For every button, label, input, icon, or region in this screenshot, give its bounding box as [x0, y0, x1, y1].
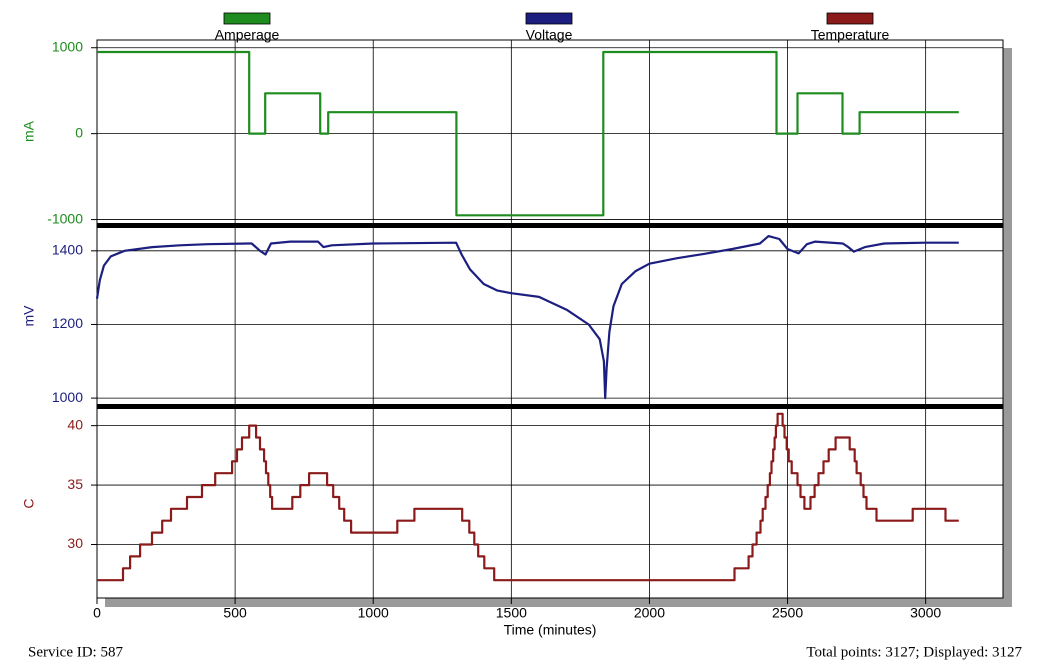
y-axis-label: mA: [21, 120, 37, 142]
panel-separator: [97, 404, 1003, 409]
y-tick-label: 0: [75, 124, 83, 140]
series-line: [97, 412, 959, 582]
panel-separator: [97, 223, 1003, 228]
x-tick-label: 3000: [910, 605, 941, 621]
x-tick-label: 2500: [772, 605, 803, 621]
y-axis-label: mV: [21, 305, 37, 327]
legend-label: Temperature: [811, 27, 890, 43]
x-tick-label: 2000: [634, 605, 665, 621]
legend-label: Voltage: [526, 27, 573, 43]
y-axis-label: C: [21, 498, 37, 508]
legend-swatch: [525, 12, 573, 25]
legend-swatch: [826, 12, 874, 25]
y-tick-label: -1000: [47, 210, 83, 226]
y-tick-label: 1000: [52, 389, 83, 405]
series-line: [95, 235, 959, 400]
plots: -1000 0 1000 mA Amperage 1000 1200 1400 mV Voltag…: [21, 12, 1003, 638]
frame-shadow: [1003, 48, 1012, 607]
x-tick-label: 0: [93, 605, 101, 621]
y-tick-label: 35: [67, 476, 83, 492]
y-tick-label: 40: [67, 416, 83, 432]
x-axis-label: Time (minutes): [504, 622, 597, 638]
y-tick-label: 1200: [52, 315, 83, 331]
legend-label: Amperage: [215, 27, 280, 43]
legend-swatch: [223, 12, 271, 25]
frame-shadow: [105, 598, 1012, 607]
y-tick-label: 1400: [52, 242, 83, 258]
x-tick-label: 500: [223, 605, 247, 621]
x-tick-label: 1500: [496, 605, 527, 621]
x-tick-label: 1000: [358, 605, 389, 621]
y-tick-label: 30: [67, 535, 83, 551]
plot-frame: [96, 39, 1004, 599]
footer-left: Service ID: 587: [28, 644, 123, 660]
series-line: [97, 50, 959, 217]
y-tick-label: 1000: [52, 38, 83, 54]
footer-right: Total points: 3127; Displayed: 3127: [806, 644, 1022, 660]
